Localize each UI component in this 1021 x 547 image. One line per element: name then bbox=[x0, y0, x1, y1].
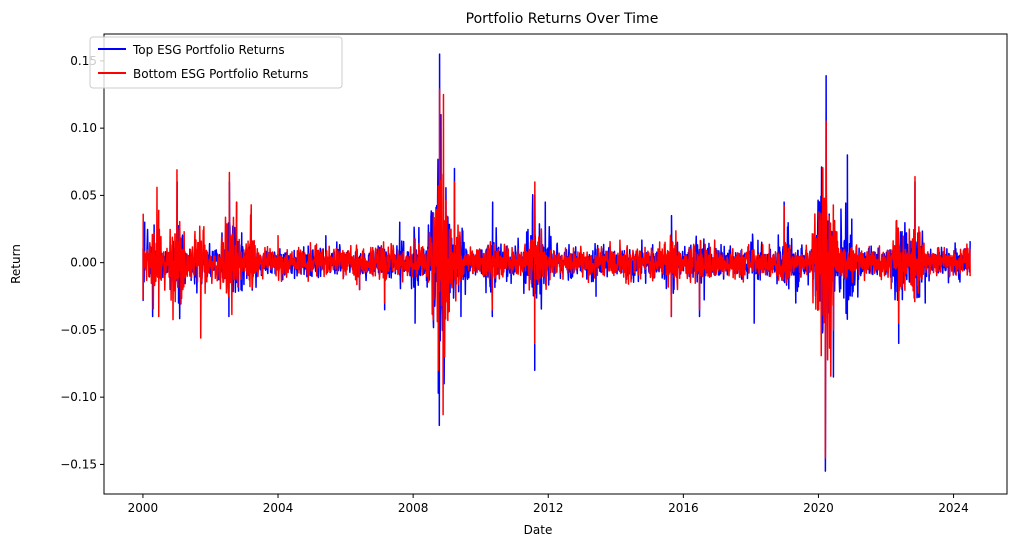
x-tick-label: 2008 bbox=[398, 501, 429, 515]
x-axis: 2000 2004 2008 2012 2016 2020 2024 bbox=[128, 494, 969, 515]
x-tick-label: 2024 bbox=[938, 501, 969, 515]
series-layer bbox=[142, 53, 971, 472]
x-tick-label: 2016 bbox=[668, 501, 699, 515]
x-tick-label: 2004 bbox=[263, 501, 294, 515]
legend: Top ESG Portfolio Returns Bottom ESG Por… bbox=[89, 36, 343, 89]
x-tick-label: 2020 bbox=[803, 501, 834, 515]
y-tick-label: −0.10 bbox=[60, 390, 97, 404]
y-tick-label: −0.05 bbox=[60, 323, 97, 337]
y-tick-label: −0.15 bbox=[60, 457, 97, 471]
y-tick-label: 0.10 bbox=[70, 121, 97, 135]
x-tick-label: 2000 bbox=[128, 501, 159, 515]
y-tick-label: 0.00 bbox=[70, 256, 97, 270]
series-line-bottom-esg bbox=[142, 88, 971, 459]
y-axis-label: Return bbox=[9, 244, 23, 284]
plot-frame bbox=[103, 33, 1008, 495]
x-axis-label: Date bbox=[524, 523, 553, 537]
legend-box bbox=[89, 36, 343, 89]
x-tick-label: 2012 bbox=[533, 501, 564, 515]
chart-title: Portfolio Returns Over Time bbox=[466, 11, 659, 27]
y-tick-label: 0.05 bbox=[70, 188, 97, 202]
legend-label-top-esg: Top ESG Portfolio Returns bbox=[132, 43, 285, 57]
legend-label-bottom-esg: Bottom ESG Portfolio Returns bbox=[133, 67, 308, 81]
